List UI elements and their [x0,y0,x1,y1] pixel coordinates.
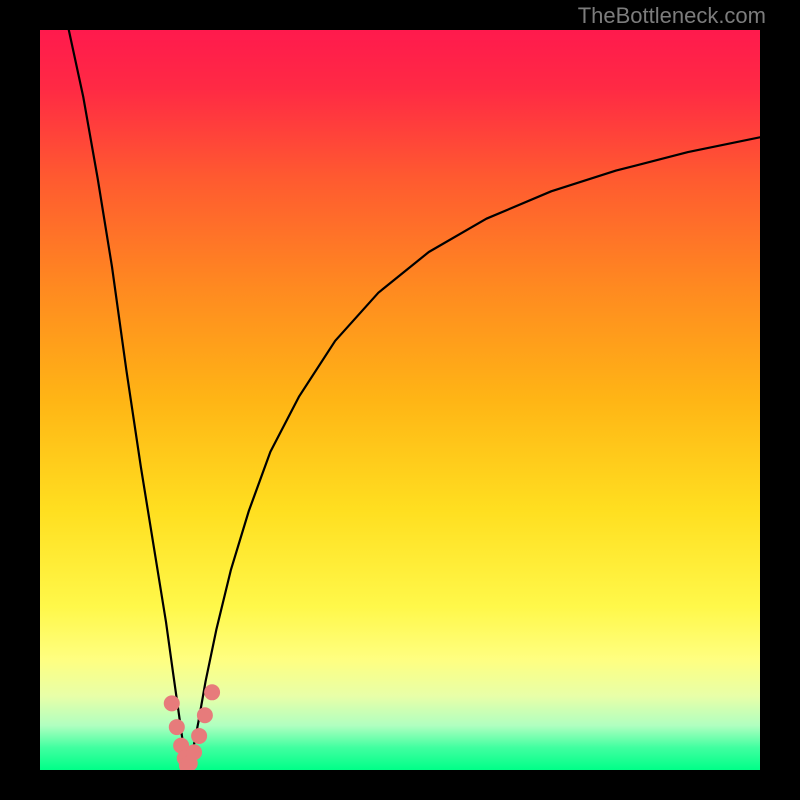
marker-dot [164,695,180,711]
plot-area [40,30,760,770]
curve-layer [40,30,760,770]
marker-dot [197,707,213,723]
marker-dot [191,728,207,744]
marker-dot [186,744,202,760]
chart-root: TheBottleneck.com [0,0,800,800]
bottleneck-curve [69,30,760,766]
attribution-text: TheBottleneck.com [578,3,766,29]
marker-group [164,684,220,770]
marker-dot [204,684,220,700]
marker-dot [169,719,185,735]
